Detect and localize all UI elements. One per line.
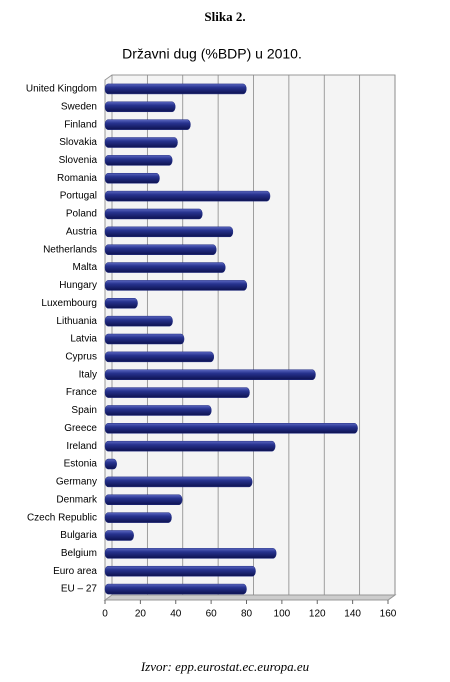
bar <box>104 369 316 380</box>
x-tick-label: 140 <box>344 609 361 620</box>
y-tick-label: Germany <box>56 477 97 488</box>
x-tick-label: 40 <box>170 609 182 620</box>
bar <box>104 458 117 470</box>
y-tick-label: Netherlands <box>43 244 97 255</box>
x-tick-label: 20 <box>135 609 147 620</box>
y-tick-label: Cyprus <box>65 352 97 363</box>
y-tick-label: France <box>66 387 98 398</box>
bar <box>104 298 138 309</box>
bar <box>104 83 247 95</box>
y-tick-label: Romania <box>57 173 97 184</box>
bar <box>104 172 160 184</box>
x-tick-label: 0 <box>102 609 108 620</box>
bar <box>104 351 215 363</box>
bar <box>104 333 185 345</box>
bar <box>104 280 248 291</box>
bar <box>104 315 173 327</box>
x-tick-label: 160 <box>380 609 397 620</box>
y-tick-label: Slovakia <box>59 137 97 148</box>
bar <box>104 137 178 148</box>
chart-title: Državni dug (%BDP) u 2010. <box>122 46 302 62</box>
bar <box>104 262 226 273</box>
bar <box>104 387 250 398</box>
y-tick-label: Portugal <box>60 191 97 202</box>
y-tick-label: Belgium <box>61 548 97 559</box>
y-tick-label: Sweden <box>61 101 97 112</box>
bar <box>104 208 203 220</box>
source: Izvor: epp.eurostat.ec.europa.eu <box>140 659 310 674</box>
bar <box>104 119 191 130</box>
bar <box>104 440 276 452</box>
x-tick-label: 80 <box>241 609 253 620</box>
y-tick-label: Lithuania <box>56 316 97 327</box>
bar <box>104 405 212 416</box>
y-tick-label: Czech Republic <box>27 512 97 523</box>
bar <box>104 244 217 255</box>
y-tick-label: Poland <box>66 209 97 220</box>
y-tick-label: Greece <box>64 423 97 434</box>
y-tick-label: Italy <box>79 369 97 380</box>
y-tick-label: Malta <box>73 262 98 273</box>
bar <box>104 530 134 541</box>
bar <box>104 101 176 113</box>
bar <box>104 565 256 577</box>
plot-floor <box>103 594 397 601</box>
bar <box>104 423 358 434</box>
bar <box>104 548 277 559</box>
y-tick-label: EU – 27 <box>61 584 98 595</box>
bar <box>104 494 183 506</box>
y-tick-label: Bulgaria <box>60 530 97 541</box>
x-tick-label: 120 <box>309 609 326 620</box>
y-tick-label: Ireland <box>66 441 97 452</box>
x-tick-label: 100 <box>274 609 291 620</box>
y-tick-label: United Kingdom <box>26 84 97 95</box>
bar <box>104 226 234 238</box>
bar <box>104 155 173 166</box>
bar <box>104 476 253 488</box>
y-tick-label: Hungary <box>59 280 97 291</box>
y-tick-label: Spain <box>71 405 97 416</box>
y-tick-label: Finland <box>64 119 97 130</box>
y-tick-label: Luxembourg <box>41 298 97 309</box>
y-tick-label: Slovenia <box>59 155 98 166</box>
bar <box>104 583 247 595</box>
y-tick-label: Euro area <box>53 566 97 577</box>
y-tick-label: Estonia <box>64 459 98 470</box>
y-tick-label: Austria <box>66 226 98 237</box>
y-tick-label: Latvia <box>70 334 97 345</box>
bar <box>104 512 172 523</box>
bar <box>104 190 271 202</box>
x-tick-label: 60 <box>206 609 218 620</box>
heading: Slika 2. <box>204 9 245 24</box>
y-tick-label: Denmark <box>56 494 98 505</box>
